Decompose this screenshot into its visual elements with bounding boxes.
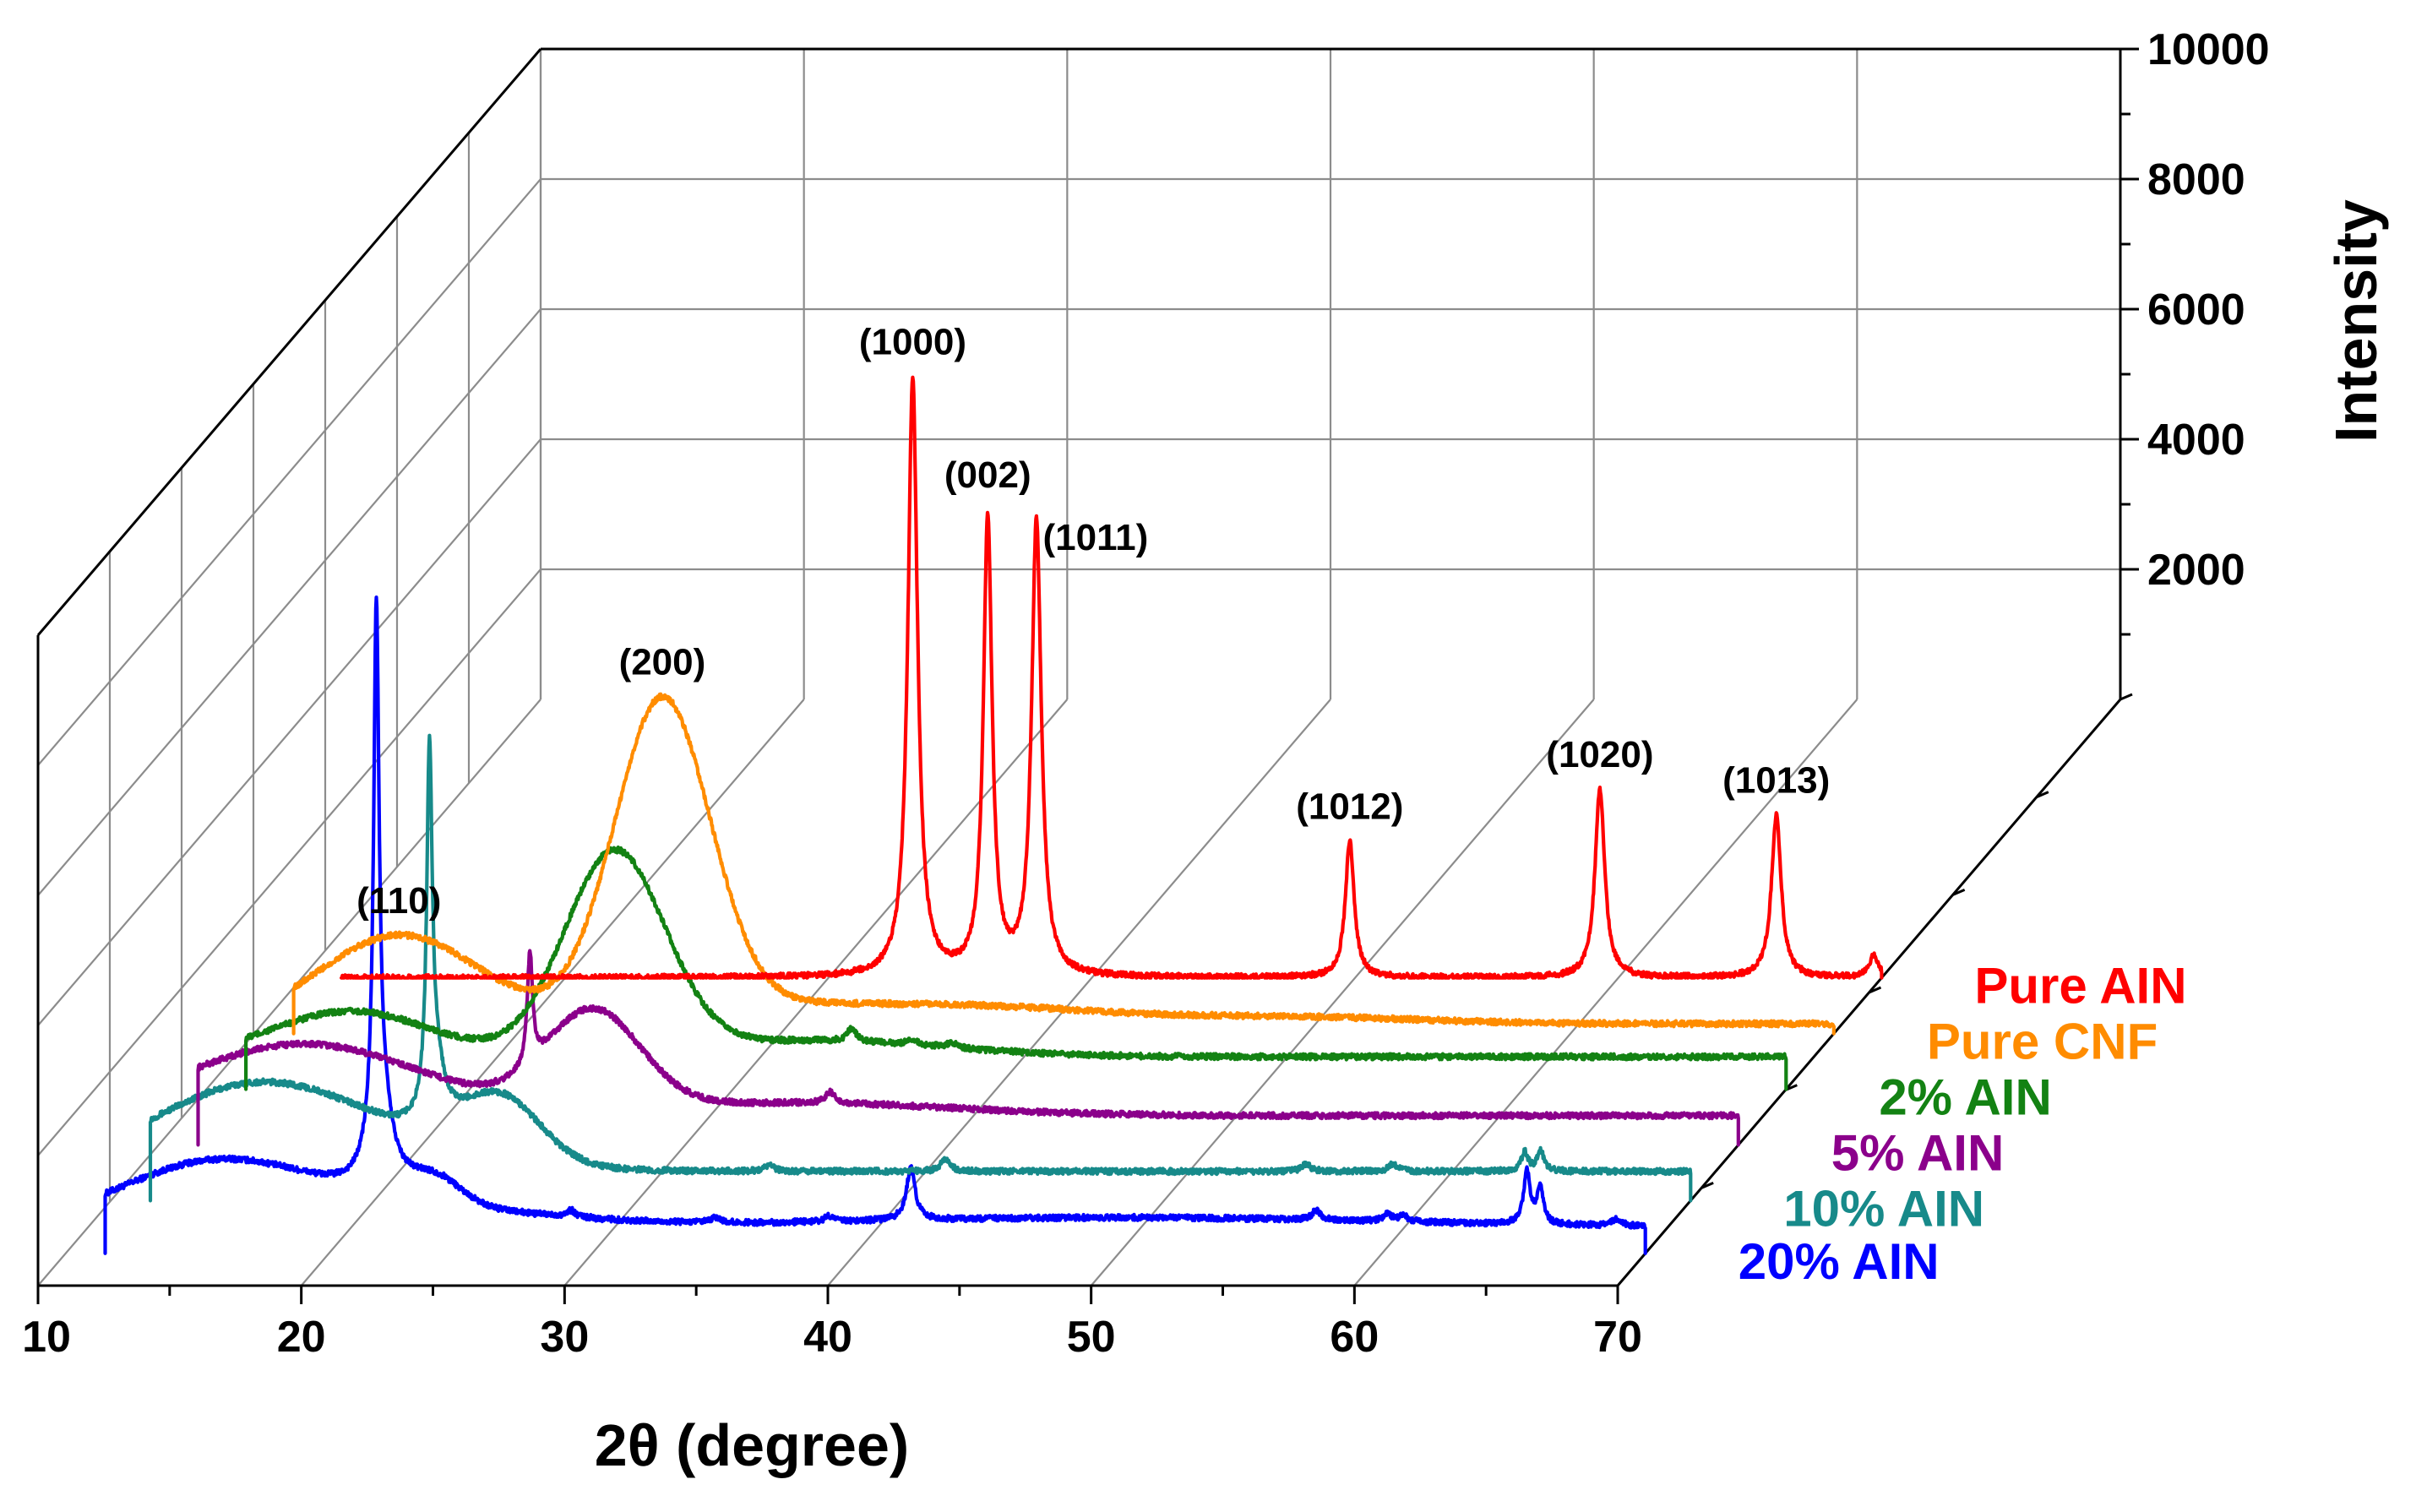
y-tick-label: 2000 xyxy=(2147,546,2245,595)
series-traces xyxy=(103,375,1884,1255)
grid-line xyxy=(37,178,541,766)
x-tick-label: 10 xyxy=(22,1313,71,1362)
x-axis-title: 2θ (degree) xyxy=(595,1412,909,1478)
axis-line xyxy=(36,48,542,636)
x-tick-label: 40 xyxy=(803,1313,852,1362)
series-line-pure-cnf xyxy=(291,692,1836,1036)
grid-line xyxy=(1090,699,1595,1286)
x-tick-label: 50 xyxy=(1067,1313,1116,1362)
series-label: 20% AIN xyxy=(1739,1233,1940,1290)
peak-annotation: (1012) xyxy=(1296,786,1403,827)
peak-annotation: (1011) xyxy=(1043,517,1149,558)
depth-tick xyxy=(1868,986,1882,994)
series-line-pure-aln xyxy=(340,375,1884,980)
x-tick-label: 20 xyxy=(277,1313,326,1362)
grid-line xyxy=(1353,699,1858,1286)
chart-frame xyxy=(36,47,2139,1304)
series-line-10-aln xyxy=(148,733,1693,1203)
grid-line xyxy=(300,699,805,1286)
series-line-5-aln xyxy=(196,949,1740,1147)
depth-tick xyxy=(1952,888,1966,896)
grid-line xyxy=(37,699,541,1286)
x-tick-label: 70 xyxy=(1593,1313,1642,1362)
peak-annotation: (1020) xyxy=(1546,734,1653,775)
series-line-2-aln xyxy=(244,845,1788,1091)
peak-annotation: (1000) xyxy=(859,321,966,362)
peak-annotation: (002) xyxy=(944,454,1031,496)
series-label: 5% AIN xyxy=(1831,1124,2005,1181)
depth-tick xyxy=(2036,791,2049,799)
depth-tick xyxy=(2120,693,2133,701)
peak-annotation: (1013) xyxy=(1722,760,1830,802)
peak-annotation: (200) xyxy=(619,642,706,683)
series-label: 10% AIN xyxy=(1783,1180,1984,1237)
series-label: Pure AIN xyxy=(1974,958,2186,1014)
grid-line xyxy=(827,699,1331,1286)
y-axis-title: Intensity xyxy=(2323,199,2389,443)
depth-tick xyxy=(1701,1181,1714,1189)
series-label: 2% AIN xyxy=(1879,1069,2052,1126)
peak-annotation: (110) xyxy=(356,880,441,922)
x-tick-label: 30 xyxy=(540,1313,589,1362)
chart-text: 2θ (degree) Intensity 10 20 30 40 50 60 70 2000… xyxy=(22,25,2389,1478)
y-tick-label: 6000 xyxy=(2147,286,2245,334)
y-tick-label: 4000 xyxy=(2147,416,2245,465)
grid-line xyxy=(37,308,541,896)
series-line-20-aln xyxy=(103,596,1647,1255)
grid-line xyxy=(563,699,1069,1286)
y-tick-label: 10000 xyxy=(2147,25,2270,74)
series-label: Pure CNF xyxy=(1927,1014,2158,1070)
x-tick-label: 60 xyxy=(1330,1313,1379,1362)
y-tick-label: 8000 xyxy=(2147,155,2245,204)
grid-line xyxy=(37,568,541,1156)
grid-line xyxy=(37,438,541,1026)
